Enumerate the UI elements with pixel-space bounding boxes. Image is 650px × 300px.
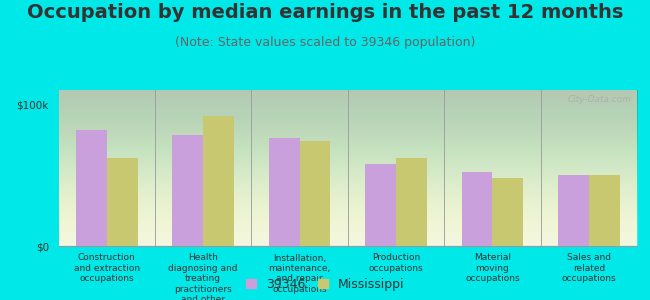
Bar (462, 172, 492, 246)
Bar (365, 164, 396, 246)
Bar (107, 158, 138, 246)
Bar (300, 141, 330, 246)
Bar (268, 138, 300, 246)
Bar (203, 116, 234, 246)
Bar (589, 175, 619, 246)
Bar (172, 135, 203, 246)
Text: Construction
and extraction
occupations: Construction and extraction occupations (73, 254, 140, 283)
Legend: 39346, Mississippi: 39346, Mississippi (246, 278, 404, 291)
Bar (493, 178, 523, 246)
Bar (396, 158, 427, 246)
Text: City-Data.com: City-Data.com (567, 95, 631, 104)
Text: Health
diagnosing and
treating
practitioners
and other
technical
occupations: Health diagnosing and treating practitio… (168, 254, 238, 300)
Bar (558, 175, 589, 246)
Text: Sales and
related
occupations: Sales and related occupations (562, 254, 616, 283)
Bar (76, 130, 107, 246)
Text: Material
moving
occupations: Material moving occupations (465, 254, 520, 283)
Text: Occupation by median earnings in the past 12 months: Occupation by median earnings in the pas… (27, 3, 623, 22)
Text: Installation,
maintenance,
and repair
occupations: Installation, maintenance, and repair oc… (268, 254, 331, 294)
Text: Production
occupations: Production occupations (369, 254, 423, 273)
Text: (Note: State values scaled to 39346 population): (Note: State values scaled to 39346 popu… (175, 36, 475, 49)
